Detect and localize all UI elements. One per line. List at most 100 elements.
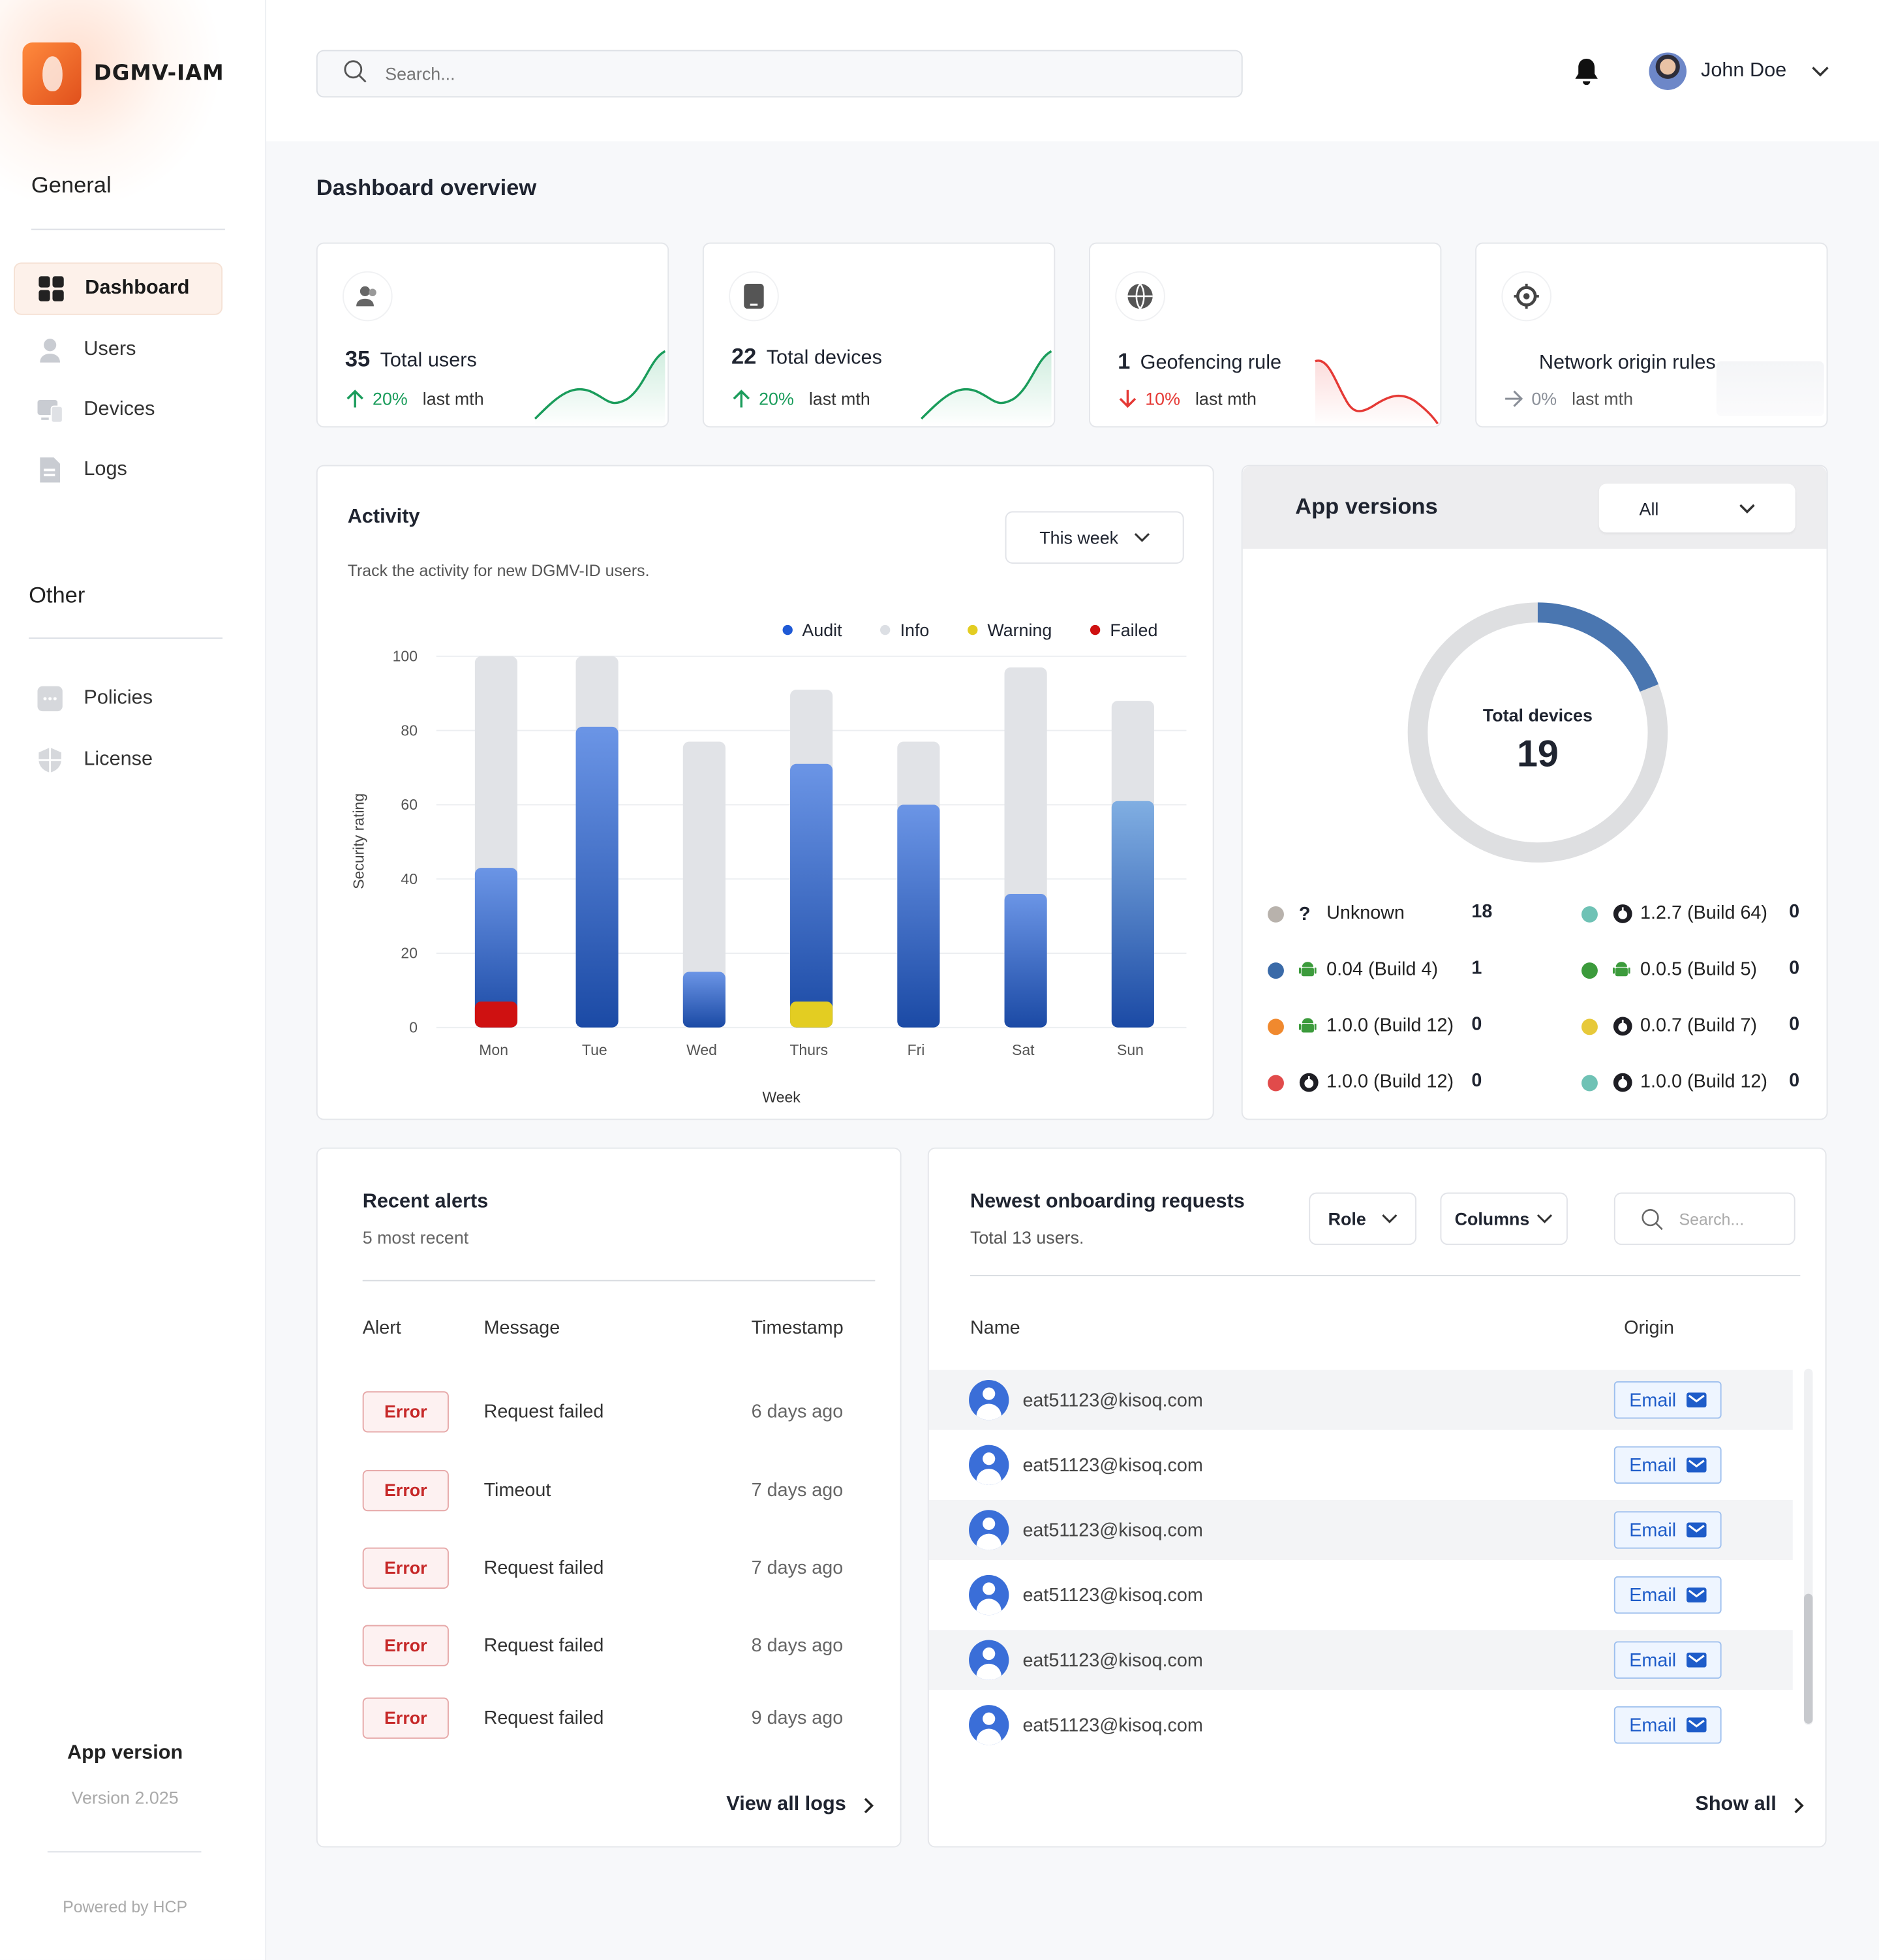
divider [47, 1851, 202, 1853]
table-row[interactable]: Error Request failed 7 days ago [362, 1546, 863, 1589]
status-badge: Error [362, 1624, 449, 1666]
sidebar-item-users[interactable]: Users [14, 324, 222, 376]
origin-badge[interactable]: Email [1613, 1576, 1722, 1614]
table-row[interactable]: Error Request failed 8 days ago [362, 1624, 863, 1666]
table-row[interactable]: eat51123@kisoq.com Email [928, 1370, 1793, 1430]
bar-warning[interactable] [790, 1001, 833, 1028]
sidebar-item-logs[interactable]: Logs [14, 444, 222, 496]
donut-center-value: 19 [1516, 733, 1559, 775]
y-tick-label: 60 [401, 796, 418, 813]
stat-change: 10% last mth [1118, 388, 1257, 409]
chevron-down-icon[interactable] [1812, 66, 1829, 77]
user-avatar-icon [969, 1380, 1009, 1420]
table-row[interactable]: eat51123@kisoq.com Email [928, 1630, 1793, 1691]
bar-audit[interactable] [1004, 893, 1047, 1028]
alerts-title: Recent alerts [362, 1191, 489, 1213]
chevron-right-icon [864, 1797, 874, 1813]
period-select[interactable]: This week [1005, 511, 1184, 564]
origin-badge[interactable]: Email [1613, 1511, 1722, 1549]
legend-item-failed: Failed [1090, 620, 1157, 640]
requests-search-input[interactable]: Search... [1679, 1209, 1745, 1229]
avatar[interactable] [1648, 52, 1686, 90]
view-all-logs-link[interactable]: View all logs [726, 1794, 874, 1816]
origin-badge[interactable]: Email [1613, 1381, 1722, 1419]
bar-info[interactable] [682, 741, 726, 1028]
origin-badge[interactable]: Email [1613, 1446, 1722, 1484]
table-row[interactable]: Error Request failed 9 days ago [362, 1696, 863, 1739]
stat-card-network-origin[interactable]: Network origin rules 0% last mth [1475, 242, 1828, 428]
globe-icon [1115, 271, 1165, 322]
sidebar-item-policies[interactable]: Policies [14, 673, 222, 725]
tablet-icon [729, 271, 779, 322]
status-badge: Error [362, 1390, 449, 1432]
donut-segment[interactable] [1537, 602, 1658, 692]
scrollbar-thumb[interactable] [1804, 1593, 1813, 1724]
stat-label: Network origin rules [1538, 352, 1716, 374]
period-value: This week [1039, 527, 1119, 548]
arrow-up-icon [346, 390, 363, 408]
role-filter[interactable]: Role [1309, 1192, 1417, 1246]
show-all-link[interactable]: Show all [1695, 1794, 1804, 1816]
alert-message: Request failed [483, 1400, 604, 1422]
activity-title: Activity [347, 506, 420, 528]
origin-label: Email [1629, 1649, 1677, 1671]
stat-label: Geofencing rule [1140, 352, 1282, 374]
brand-logo[interactable]: DGMV-IAM [22, 42, 224, 105]
search-box[interactable] [316, 50, 1243, 98]
stat-card-geofencing[interactable]: 1 Geofencing rule 10% last mth [1089, 242, 1442, 428]
sidebar-item-devices[interactable]: Devices [14, 384, 222, 436]
user-avatar-icon [969, 1705, 1009, 1745]
version-count: 1 [1471, 957, 1482, 979]
user-avatar-icon [969, 1640, 1009, 1680]
alert-timestamp: 6 days ago [751, 1400, 844, 1422]
sparkline-up [534, 350, 666, 427]
origin-badge[interactable]: Email [1613, 1641, 1722, 1679]
table-row[interactable]: eat51123@kisoq.com Email [929, 1565, 1793, 1625]
legend-dot [1268, 906, 1284, 923]
scrollbar-track[interactable] [1804, 1368, 1813, 1725]
sidebar-item-dashboard[interactable]: Dashboard [14, 262, 223, 315]
sidebar-item-license[interactable]: License [14, 734, 222, 786]
version-filter-select[interactable]: All [1598, 483, 1795, 533]
table-row[interactable]: Error Request failed 6 days ago [362, 1390, 863, 1432]
stat-change: 20% last mth [731, 389, 870, 408]
version-count: 0 [1471, 1013, 1482, 1035]
bar-audit[interactable] [575, 726, 619, 1028]
version-filter-value: All [1639, 498, 1659, 519]
search-input[interactable] [385, 63, 1135, 84]
user-menu[interactable]: John Doe [1574, 52, 1829, 90]
table-row[interactable]: eat51123@kisoq.com Email [928, 1499, 1793, 1560]
requests-search-box[interactable]: Search... [1613, 1192, 1795, 1246]
stat-card-total-users[interactable]: 35 Total users 20% last mth [316, 242, 669, 428]
bar-failed[interactable] [474, 1001, 518, 1028]
table-row[interactable]: Error Timeout 7 days ago [362, 1469, 863, 1511]
table-row[interactable]: eat51123@kisoq.com Email [929, 1695, 1793, 1755]
sparkline-up [921, 350, 1052, 427]
arrow-down-icon [1119, 390, 1137, 408]
x-tick-label: Sat [1012, 1041, 1035, 1058]
sidebar-item-label: Devices [84, 399, 155, 420]
bar-audit[interactable] [897, 804, 940, 1028]
origin-label: Email [1629, 1454, 1677, 1476]
stat-card-total-devices[interactable]: 22 Total devices 20% last mth [702, 242, 1056, 428]
chevron-down-icon [1739, 503, 1755, 513]
bell-icon[interactable] [1574, 57, 1598, 85]
table-row[interactable]: eat51123@kisoq.com Email [929, 1435, 1793, 1495]
request-email: eat51123@kisoq.com [1022, 1519, 1203, 1541]
mail-icon [1686, 1392, 1707, 1408]
bar-audit[interactable] [682, 972, 726, 1028]
origin-badge[interactable]: Email [1613, 1706, 1722, 1744]
col-header-message: Message [483, 1317, 560, 1339]
version-name: 1.2.7 (Build 64) [1640, 902, 1767, 924]
columns-filter[interactable]: Columns [1440, 1192, 1568, 1246]
stat-change-value: 10% [1145, 388, 1180, 409]
version-name: 0.0.7 (Build 7) [1640, 1015, 1758, 1037]
bar-audit[interactable] [474, 868, 518, 1028]
x-tick-label: Wed [686, 1041, 717, 1058]
col-header-alert: Alert [362, 1317, 401, 1339]
bar-audit[interactable] [790, 763, 833, 1028]
policy-icon [37, 685, 64, 712]
search-icon [343, 58, 367, 89]
mail-icon [1686, 1522, 1707, 1538]
bar-audit[interactable] [1111, 801, 1154, 1028]
